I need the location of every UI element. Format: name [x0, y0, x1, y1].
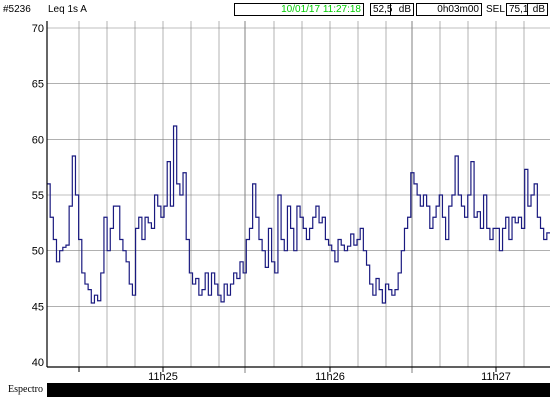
sel-unit: dB	[532, 4, 545, 15]
y-tick-label: 55	[32, 190, 44, 202]
x-tick-labels: 11h25 11h26 11h27	[148, 371, 511, 383]
y-tick-label: 50	[32, 246, 44, 258]
y-tick-label: 60	[32, 134, 44, 146]
sel-value: 75,1	[509, 4, 529, 15]
horizontal-grid	[47, 27, 550, 307]
leq-series-line	[47, 125, 550, 304]
x-tick-label: 11h26	[315, 371, 345, 383]
x-tick-label: 11h27	[481, 371, 511, 383]
x-tick-label: 11h25	[148, 371, 178, 383]
y-tick-label: 70	[32, 23, 44, 35]
duration-field: 0h03m00	[416, 3, 482, 16]
sel-label: SEL	[486, 4, 505, 15]
y-tick-label: 40	[32, 357, 44, 369]
datetime-field: 10/01/17 11:27:18	[234, 3, 364, 16]
vertical-grid	[78, 21, 525, 373]
header-bar: #5236 Leq 1s A 10/01/17 11:27:18 52,5 dB…	[0, 0, 550, 20]
sel-divider	[527, 4, 528, 15]
sel-field: 75,1 dB	[506, 3, 548, 16]
level-value: 52,5	[373, 4, 393, 15]
spectrum-tab[interactable]: Espectro	[8, 384, 43, 396]
measure-label: Leq 1s A	[48, 4, 87, 15]
spectrum-bar[interactable]	[47, 383, 550, 397]
y-tick-labels: 40 45 50 55 60 65 70	[32, 23, 44, 369]
y-tick-label: 65	[32, 79, 44, 91]
level-unit: dB	[398, 4, 411, 15]
level-field: 52,5 dB	[370, 3, 414, 16]
level-divider	[390, 4, 391, 15]
record-id: #5236	[3, 4, 31, 15]
chart-background	[0, 20, 550, 397]
y-tick-label: 45	[32, 301, 44, 313]
